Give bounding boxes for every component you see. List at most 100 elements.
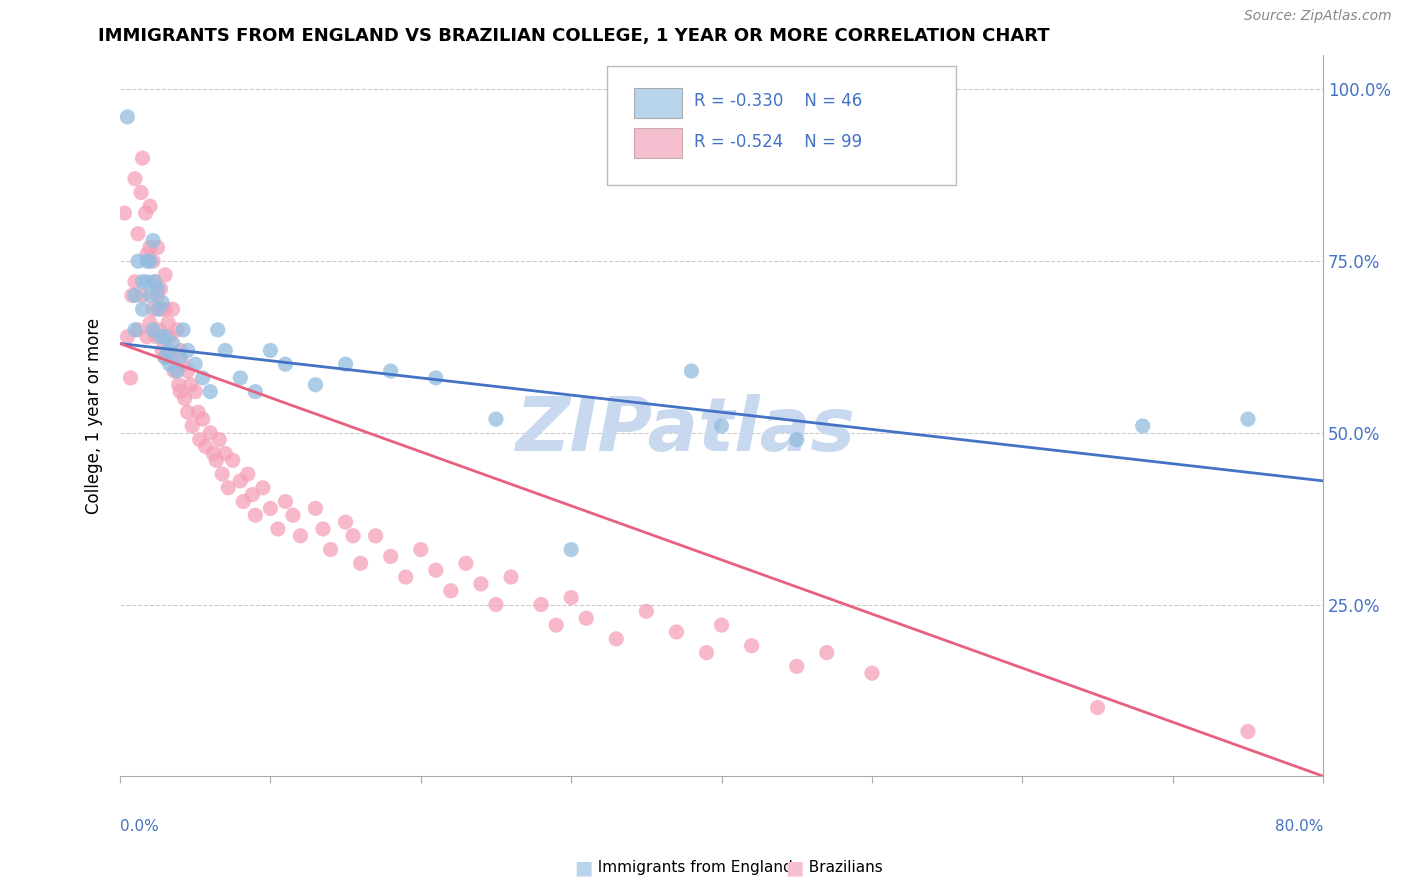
Point <box>150 302 173 317</box>
Point <box>470 577 492 591</box>
Point <box>150 343 173 358</box>
Point <box>169 384 191 399</box>
Point <box>710 618 733 632</box>
Point <box>153 351 176 365</box>
Point <box>281 508 304 523</box>
Point <box>229 474 252 488</box>
Point <box>117 329 139 343</box>
Point <box>815 646 838 660</box>
Point <box>259 501 281 516</box>
Point <box>150 295 173 310</box>
Point <box>240 488 263 502</box>
Point <box>259 343 281 358</box>
Point <box>454 557 477 571</box>
Point <box>157 343 180 358</box>
Point <box>146 240 169 254</box>
Point <box>131 302 153 317</box>
Point <box>380 549 402 564</box>
Text: ■: ■ <box>785 858 804 878</box>
Point <box>117 110 139 124</box>
Point <box>636 604 658 618</box>
Point <box>139 316 162 330</box>
Point <box>710 419 733 434</box>
Point <box>124 275 146 289</box>
Point <box>127 227 149 241</box>
Point <box>166 323 188 337</box>
Point <box>364 529 387 543</box>
Point <box>162 302 184 317</box>
Point <box>172 323 194 337</box>
Text: R = -0.524    N = 99: R = -0.524 N = 99 <box>695 133 862 151</box>
Point <box>180 377 202 392</box>
Point <box>499 570 522 584</box>
Point <box>1237 412 1260 426</box>
Point <box>142 323 165 337</box>
Point <box>157 316 180 330</box>
Point <box>560 591 582 605</box>
Point <box>214 343 236 358</box>
FancyBboxPatch shape <box>634 128 682 158</box>
Point <box>214 446 236 460</box>
Point <box>136 254 159 268</box>
Point <box>131 288 153 302</box>
FancyBboxPatch shape <box>634 87 682 118</box>
Point <box>440 583 463 598</box>
Point <box>184 357 207 371</box>
Point <box>142 254 165 268</box>
Point <box>184 384 207 399</box>
Point <box>169 343 191 358</box>
Point <box>560 542 582 557</box>
Point <box>485 598 508 612</box>
Point <box>139 254 162 268</box>
Point <box>148 323 170 337</box>
Point <box>159 329 181 343</box>
Point <box>304 501 326 516</box>
Point <box>681 364 703 378</box>
Text: Immigrants from England: Immigrants from England <box>588 861 793 875</box>
Point <box>335 515 357 529</box>
Point <box>202 446 225 460</box>
Point <box>131 275 153 289</box>
Point <box>146 282 169 296</box>
Point <box>146 302 169 317</box>
Point <box>1087 700 1109 714</box>
Point <box>149 329 172 343</box>
Point <box>114 206 136 220</box>
Point <box>124 171 146 186</box>
Point <box>252 481 274 495</box>
Point <box>120 371 142 385</box>
Point <box>131 151 153 165</box>
Point <box>153 329 176 343</box>
Point <box>167 377 190 392</box>
Point <box>124 288 146 302</box>
Point <box>217 481 239 495</box>
Point <box>163 364 186 378</box>
Point <box>153 302 176 317</box>
Point <box>160 351 183 365</box>
Text: Brazilians: Brazilians <box>799 861 883 875</box>
Point <box>349 557 371 571</box>
Point <box>530 598 553 612</box>
Point <box>200 425 222 440</box>
Point <box>143 275 166 289</box>
Point <box>139 288 162 302</box>
Point <box>169 351 191 365</box>
Point <box>245 384 267 399</box>
Point <box>166 364 188 378</box>
Point <box>312 522 335 536</box>
Point <box>222 453 245 467</box>
Point <box>786 659 808 673</box>
Text: R = -0.330    N = 46: R = -0.330 N = 46 <box>695 92 862 110</box>
Point <box>395 570 418 584</box>
Point <box>575 611 598 625</box>
Point <box>191 371 214 385</box>
Point <box>229 371 252 385</box>
Point <box>145 329 167 343</box>
Point <box>124 323 146 337</box>
Text: ZIPatlas: ZIPatlas <box>516 393 855 467</box>
Point <box>121 288 143 302</box>
Point <box>139 240 162 254</box>
Point <box>176 405 198 419</box>
Point <box>188 433 211 447</box>
Point <box>159 357 181 371</box>
